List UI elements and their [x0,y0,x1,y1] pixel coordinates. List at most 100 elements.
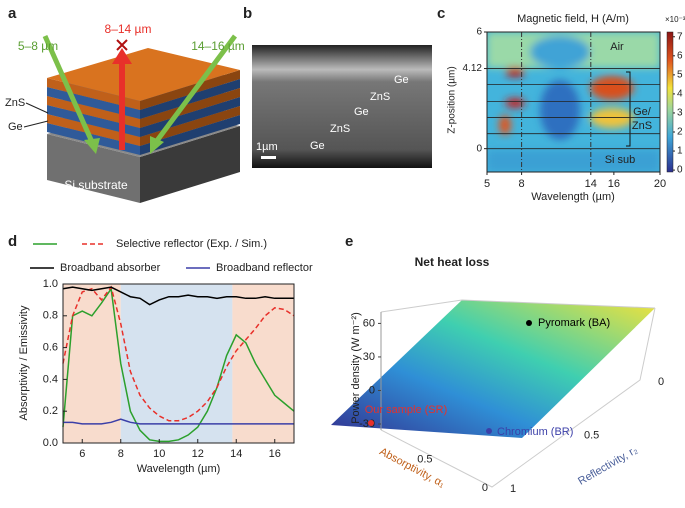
band [120,284,233,443]
annotation: Air [610,41,624,53]
panel-label: c [437,5,445,22]
z-tick-label: 60 [363,317,375,329]
x-tick-label: 14 [230,448,242,460]
y-tick-label: 0 [658,376,664,388]
layer-label: Ge [354,106,369,118]
arrow [153,34,238,144]
scale-label: 1µm [256,141,278,153]
layer-left [47,96,140,128]
x-axis-label: Wavelength (µm) [531,191,615,203]
y-tick-label: 0.8 [43,310,58,322]
x-tick-label: 12 [192,448,204,460]
x-tick-label: 20 [654,178,666,190]
layer-label: ZnS [5,97,25,109]
z-axis-label: Power density (W m⁻²) [350,312,362,424]
panel-label: b [243,5,252,22]
y-tick-label: 0.0 [43,437,58,449]
series-line [62,286,295,443]
band [63,284,121,443]
y-tick-label: 0.6 [43,342,58,354]
layer-right [140,115,240,155]
x-tick-label: 0 [482,482,488,494]
y-tick-label: 6 [476,27,482,38]
leader [23,120,49,128]
colorbar-label: 1 [677,146,683,157]
y-axis-label: Absorptivity / Emissivity [18,305,30,420]
legend-label: Selective reflector (Exp. / Sim.) [116,238,267,250]
y-axis-label: Z-position (µm) [447,66,458,133]
z-tick-label: 30 [363,351,375,363]
y-tick-label: 4.12 [463,63,483,74]
layer-label: ZnS [330,123,350,135]
chart-title: Magnetic field, H (A/m) [517,13,629,25]
annotation: Si sub [605,154,636,166]
scale-bar [261,156,276,159]
layer-left [47,105,140,137]
x-tick-label: 5 [484,178,490,190]
arrow [42,34,95,144]
band-label: 5–8 µm [18,39,58,53]
layer-right [140,126,240,203]
band-label: 8–14 µm [105,22,152,36]
layer-right [140,88,240,128]
colorbar [666,31,674,173]
x-tick-label: 14 [585,178,597,190]
x-tick-label: 8 [118,448,124,460]
panel-label: a [8,5,17,22]
plot-frame [62,283,295,444]
colorbar-label: 0 [677,165,683,176]
cross [116,39,128,51]
colorbar-label: 5 [677,69,683,80]
layer-left [47,78,140,110]
point-label: Pyromark (BA) [538,317,610,329]
layer-stack [47,48,240,203]
arrow-head [112,48,132,64]
point-label: Chromium (BR) [497,426,573,438]
layer-top [47,48,240,101]
substrate-label: Si substrate [64,178,128,192]
colorbar-label: 3 [677,108,683,119]
x-axis-label: Wavelength (µm) [137,463,221,475]
series-line [62,285,295,422]
arrow-head [84,138,100,154]
series-line [63,418,294,425]
y-tick-label: 1 [510,483,516,495]
annotation: ZnS [632,120,652,132]
micrograph [252,45,432,168]
x-tick-label: 16 [608,178,620,190]
band-label: 14–16 µm [191,39,245,53]
panel-label: d [8,233,17,250]
x-tick-label: 0.5 [417,453,432,465]
y-tick-label: 0.5 [584,429,599,441]
colorbar-unit: ×10⁻³ [665,15,685,24]
layer-label: ZnS [370,91,390,103]
x-tick-label: 6 [79,448,85,460]
layer-label: Ge [394,74,409,86]
panel-label: e [345,233,353,250]
x-axis-label: Absorptivity, α₁ [377,446,447,491]
legend-label: Broadband reflector [216,262,313,274]
colorbar-label: 7 [677,31,683,42]
colorbar-label: 4 [677,89,683,100]
y-tick-label: 0.4 [43,373,58,385]
plot-frame [486,31,661,173]
colorbar-label: 6 [677,50,683,61]
box [380,299,656,488]
y-axis-label: Reflectivity, r₂ [576,444,640,488]
y-tick-label: 1.0 [43,278,58,290]
y-tick-label: 0 [476,143,482,154]
band [232,284,294,443]
legend-label: Broadband absorber [60,262,161,274]
layer-label: Ge [8,121,23,133]
point [368,420,374,426]
surface [331,300,655,438]
annotation: Ge/ [633,106,652,118]
y-tick-label: 0.2 [43,405,58,417]
arrow-head [150,136,164,154]
chart-title: Net heat loss [415,255,490,269]
point-label: Our sample (SR) [365,404,448,416]
leader [25,102,49,114]
colorbar-label: 2 [677,127,683,138]
x-tick-label: 10 [153,448,165,460]
layer-right [140,70,240,110]
